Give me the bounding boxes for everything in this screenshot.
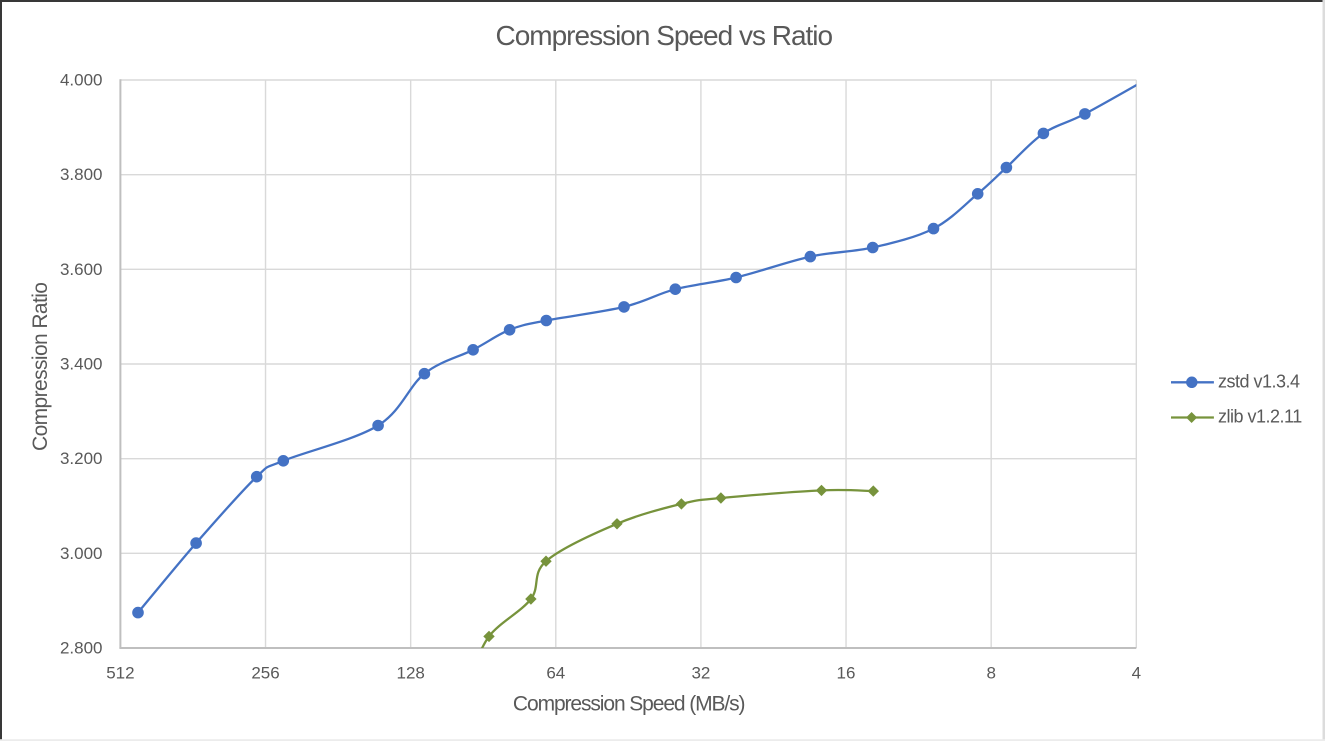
svg-text:4: 4 [1132,664,1141,683]
svg-text:16: 16 [837,664,856,683]
svg-text:Compression Speed (MB/s): Compression Speed (MB/s) [513,692,745,715]
svg-text:zstd v1.3.4: zstd v1.3.4 [1218,371,1300,391]
svg-text:512: 512 [106,664,134,683]
svg-text:3.200: 3.200 [60,449,103,468]
svg-text:256: 256 [251,664,279,683]
svg-text:4.000: 4.000 [60,71,103,90]
svg-text:8: 8 [986,664,995,683]
svg-text:64: 64 [546,664,565,683]
svg-text:3.800: 3.800 [60,165,103,184]
svg-text:3.400: 3.400 [60,355,103,374]
svg-text:32: 32 [691,664,710,683]
svg-text:128: 128 [397,664,425,683]
svg-text:Compression Speed vs Ratio: Compression Speed vs Ratio [495,20,832,51]
svg-text:3.000: 3.000 [60,544,103,563]
svg-text:3.600: 3.600 [60,260,103,279]
svg-text:zlib v1.2.11: zlib v1.2.11 [1218,407,1302,427]
svg-text:Compression Ratio: Compression Ratio [29,283,52,451]
svg-text:2.800: 2.800 [60,639,103,658]
